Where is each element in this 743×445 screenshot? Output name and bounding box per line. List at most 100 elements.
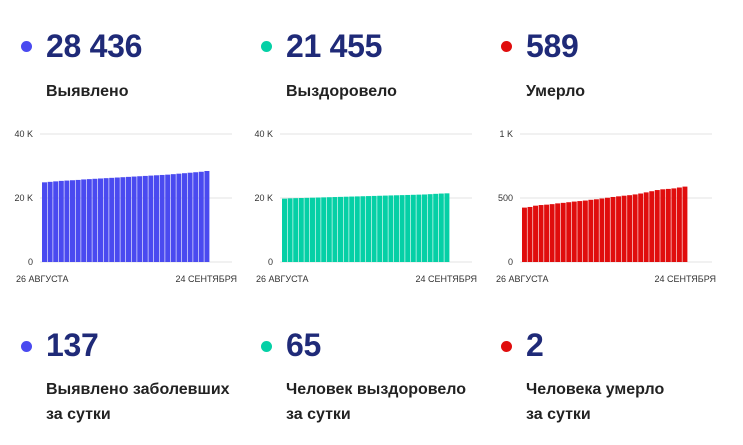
y-tick-label: 0 [268,257,273,267]
bar [438,193,444,262]
bar [388,195,394,262]
bar [187,172,193,262]
bar [81,179,87,262]
y-tick-label: 1 K [499,129,513,139]
bar [103,178,109,262]
bar [148,175,154,262]
bar [47,181,53,262]
bar [92,178,98,262]
bar [86,179,92,262]
bar [433,193,439,262]
bar [371,195,377,262]
bar [343,196,349,262]
recovered-chart: 0 20 K 40 K 26 АВГУСТА 24 СЕНТЯБРЯ [254,129,477,284]
y-tick-label: 40 K [14,129,33,139]
detected-chart: 0 20 K 40 K 26 АВГУСТА 24 СЕНТЯБРЯ [14,129,237,284]
x-end-label: 24 СЕНТЯБРЯ [175,274,237,284]
bar [287,198,293,262]
bar [599,198,605,262]
bar [416,194,422,262]
bar [304,197,310,262]
y-tick-label: 0 [28,257,33,267]
bar [649,191,655,262]
bar [321,197,327,262]
died-label: Умерло [526,83,585,100]
x-end-label: 24 СЕНТЯБРЯ [415,274,477,284]
bar [354,196,360,262]
recovered-daily-label-line2: за сутки [286,406,351,423]
bar [538,205,544,262]
bar [326,197,332,262]
died-dot-icon [501,41,512,52]
recovered-daily-dot-icon [261,341,272,352]
bar [338,196,343,262]
y-tick-label: 20 K [14,193,33,203]
bar [676,187,682,262]
died-daily-value: 2 [526,327,544,363]
bar [137,176,143,262]
detected-column: 28 436 Выявлено 0 20 K 40 K 26 АВГУСТА 24 СЕ… [0,0,240,445]
bar [193,172,199,262]
bar [154,175,159,262]
bar [170,174,176,262]
bar [682,186,688,262]
detected-daily-value: 137 [46,327,99,363]
bar [660,189,666,262]
bar [165,174,171,262]
bar [405,194,411,262]
detected-daily-label-line1: Выявлено заболевших [46,381,230,398]
detected-daily-label-line2: за сутки [46,406,111,423]
x-start-label: 26 АВГУСТА [496,274,549,284]
bar [555,203,561,262]
bar [204,171,210,262]
bar [198,171,204,262]
bar [571,201,577,262]
x-start-label: 26 АВГУСТА [16,274,69,284]
died-chart: 0 500 1 K 26 АВГУСТА 24 СЕНТЯБРЯ [496,129,716,284]
bar [70,180,75,262]
bar [527,206,533,262]
bar [632,194,638,262]
died-daily-dot-icon [501,341,512,352]
recovered-dot-icon [261,41,272,52]
bar [394,195,399,262]
bar [544,204,550,262]
bar [58,180,64,262]
bar [293,198,299,262]
bar [42,182,47,262]
bar [560,202,566,262]
detected-label: Выявлено [46,83,129,100]
y-tick-label: 0 [508,257,513,267]
died-total: 589 [526,28,579,64]
bar [577,201,583,262]
bar [377,195,383,262]
recovered-daily-label-line1: Человек выздоровело [286,381,467,398]
bar [310,197,315,262]
bar [616,196,621,262]
bar [627,195,633,262]
recovered-daily-value: 65 [286,327,321,363]
bar [159,174,165,262]
x-start-label: 26 АВГУСТА [256,274,309,284]
y-tick-label: 40 K [254,129,273,139]
bar [131,176,137,262]
bar [654,190,660,262]
bar [64,180,70,262]
bar [282,198,287,262]
bar [53,181,59,262]
recovered-label: Выздоровело [286,83,397,100]
bar [399,195,405,262]
bar [444,193,450,262]
bar [582,200,588,262]
bar [638,193,644,262]
bar [98,178,103,262]
bar [75,179,81,262]
bar [665,188,671,262]
bar [549,204,555,262]
bar [671,188,677,262]
bar [382,195,388,262]
bar [422,194,427,262]
bar [176,173,182,262]
bar [114,177,120,262]
y-tick-label: 500 [498,193,513,203]
